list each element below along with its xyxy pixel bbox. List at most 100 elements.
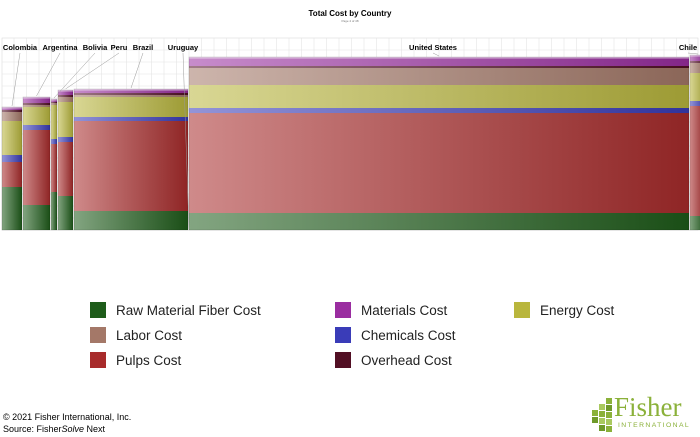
bar-highlight <box>189 57 689 59</box>
legend-item-chem: Chemicals Cost <box>335 327 456 343</box>
label-leader-line <box>687 52 699 55</box>
bar-segment-fiber <box>2 187 22 230</box>
bar-highlight <box>51 99 57 101</box>
bar-segment-energy <box>51 105 57 139</box>
bar-segment-fiber <box>58 196 73 230</box>
country-label: Chile <box>679 43 697 52</box>
bar-segment-labor <box>2 112 22 121</box>
bar-outline <box>50 98 58 231</box>
label-leader-line <box>432 52 440 57</box>
bar-bolivia <box>50 98 58 231</box>
legend-label: Labor Cost <box>116 327 183 343</box>
legend-label: Pulps Cost <box>116 352 182 368</box>
bar-segment-pulps <box>2 162 22 187</box>
country-label: Uruguay <box>168 43 199 52</box>
logo-name: Fisher <box>614 392 682 422</box>
country-label: United States <box>409 43 457 52</box>
bar-segment-energy <box>74 97 188 117</box>
bar-segment-pulps <box>51 144 57 192</box>
bar-highlight <box>2 107 22 109</box>
bar-outline <box>689 54 700 231</box>
legend-swatch <box>335 327 351 343</box>
bar-outline <box>1 106 23 231</box>
bar-segment-overhead <box>189 66 689 68</box>
bar-segment-energy <box>23 107 50 125</box>
bar-colombia <box>1 106 23 231</box>
bar-outline <box>57 89 74 231</box>
legend-item-fiber: Raw Material Fiber Cost <box>90 302 261 318</box>
bar-segment-chem <box>690 101 700 106</box>
bar-outline <box>73 88 189 231</box>
legend-item-pulps: Pulps Cost <box>90 352 181 368</box>
bar-segment-fiber <box>189 213 689 230</box>
country-labels: Colombia Argentina Bolivia Peru Brazil Urugua… <box>3 43 699 230</box>
bar-segment-chem <box>51 139 57 144</box>
bar-united-states <box>188 56 690 231</box>
label-leader-line <box>36 52 61 97</box>
bar-outline <box>188 56 690 231</box>
label-leader-line <box>53 52 96 99</box>
bar-highlight <box>690 55 700 57</box>
legend-item-overhead: Overhead Cost <box>335 352 452 368</box>
source-text: Source: FisherSolve Next <box>3 423 106 434</box>
bar-segment-chem <box>74 117 188 121</box>
bar-segment-energy <box>690 73 700 101</box>
legend-item-materials: Materials Cost <box>335 302 447 318</box>
chart-bars <box>1 54 700 231</box>
bar-segment-chem <box>2 155 22 162</box>
legend-swatch <box>335 352 351 368</box>
bar-segment-overhead <box>23 103 50 105</box>
bar-segment-energy <box>189 85 689 108</box>
bar-highlight <box>23 97 50 99</box>
bar-segment-pulps <box>690 106 700 216</box>
bar-segment-pulps <box>74 121 188 211</box>
logo-subtitle: INTERNATIONAL <box>618 422 691 429</box>
bar-segment-overhead <box>74 93 188 95</box>
bar-segment-materials <box>58 90 73 95</box>
chart-title: Total Cost by Country <box>309 9 393 18</box>
legend-swatch <box>90 302 106 318</box>
label-leader-line <box>130 52 144 89</box>
bar-segment-fiber <box>23 205 50 230</box>
bar-highlight <box>74 89 188 91</box>
bar-segment-pulps <box>58 142 73 196</box>
bar-segment-energy <box>58 102 73 137</box>
bar-segment-fiber <box>51 192 57 230</box>
legend-item-energy: Energy Cost <box>514 302 614 318</box>
label-leader-line <box>182 52 190 230</box>
bar-segment-overhead <box>690 61 700 63</box>
legend-label: Materials Cost <box>361 302 448 318</box>
bar-segment-materials <box>74 89 188 93</box>
chart: Colombia Argentina Bolivia Peru Brazil Urugua… <box>1 9 700 231</box>
bar-segment-pulps <box>189 113 689 213</box>
chart-legend: Raw Material Fiber Cost Pulps Cost Chemica… <box>0 296 700 376</box>
bar-segment-overhead <box>58 95 73 97</box>
country-label: Colombia <box>3 43 38 52</box>
label-leader-line <box>11 52 21 107</box>
chart-subtitle: Page 4 of 48 <box>341 19 358 23</box>
bar-segment-materials <box>23 97 50 103</box>
legend-swatch <box>90 352 106 368</box>
bar-segment-fiber <box>74 211 188 230</box>
logo-bars-icon <box>592 398 612 432</box>
bar-segment-fiber <box>690 216 700 230</box>
bar-segment-materials <box>690 55 700 61</box>
fisher-logo: Fisher INTERNATIONAL <box>592 392 696 435</box>
bar-segment-labor <box>74 95 188 97</box>
bar-segment-chem <box>58 137 73 142</box>
label-leader-line <box>65 52 120 90</box>
bar-segment-chem <box>23 125 50 130</box>
legend-swatch <box>514 302 530 318</box>
bar-segment-overhead <box>2 110 22 112</box>
bar-segment-labor <box>690 63 700 73</box>
bar-segment-energy <box>2 121 22 155</box>
legend-label: Energy Cost <box>540 302 615 318</box>
country-label: Peru <box>111 43 128 52</box>
legend-label: Chemicals Cost <box>361 327 456 343</box>
legend-label: Raw Material Fiber Cost <box>116 302 261 318</box>
bar-segment-materials <box>189 57 689 66</box>
bar-brazil <box>73 88 189 231</box>
country-label: Argentina <box>42 43 78 52</box>
country-label: Bolivia <box>83 43 108 52</box>
bar-segment-labor <box>23 105 50 107</box>
